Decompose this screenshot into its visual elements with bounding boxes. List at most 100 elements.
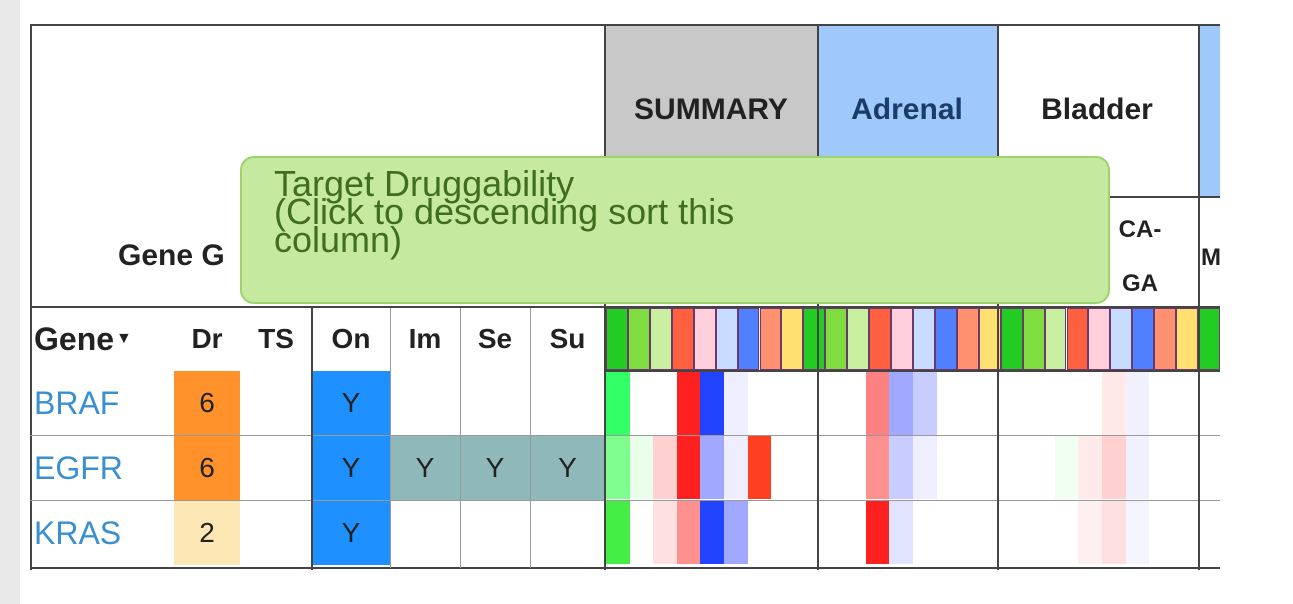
heatmap-cell (653, 500, 677, 564)
heatmap-cell (724, 500, 748, 564)
dr-cell-bg-2 (174, 501, 240, 565)
row-line-1 (30, 435, 1220, 436)
gene-name[interactable]: EGFR (34, 449, 123, 486)
heatmap-cell (724, 435, 748, 500)
gene-column-header[interactable]: Gene ▼ (34, 308, 174, 370)
adrenal-header[interactable]: Adrenal (851, 93, 963, 126)
heatmap-cell (653, 435, 677, 500)
adrenal-header-bg (817, 26, 997, 158)
color-key-swatch (978, 308, 1001, 370)
color-key-swatch (934, 308, 957, 370)
gene-link-kras[interactable]: KRAS (34, 501, 174, 565)
dr-column-header[interactable]: Dr (191, 323, 223, 354)
color-key-swatch (781, 308, 804, 370)
color-key-swatch (825, 308, 848, 370)
summary-header[interactable]: SUMMARY (634, 93, 788, 126)
color-key-swatch (1176, 308, 1199, 370)
on-cell-bg-0 (312, 371, 390, 435)
on-cell-bg-2 (312, 501, 390, 565)
summary-header-bg (605, 26, 817, 158)
dr-cell-bg-1 (174, 436, 240, 500)
color-key-swatch (956, 308, 979, 370)
im-cell: Y (415, 452, 435, 483)
color-key-swatch (891, 308, 913, 370)
heatmap-cell (865, 435, 890, 500)
heatmap-cell (1078, 435, 1102, 500)
heatmap-cell (1078, 500, 1102, 564)
su-column-header[interactable]: Su (549, 323, 586, 354)
heatmap-cell (606, 500, 630, 564)
dr-cell: 6 (199, 387, 215, 418)
dr-cell-bg-0 (174, 371, 240, 435)
color-key-swatch (913, 308, 935, 370)
table-bottom-border (30, 567, 1220, 569)
color-key-swatch (1000, 308, 1023, 370)
table-top-border (30, 24, 1220, 26)
su-cell (530, 501, 605, 565)
heatmap-cell (606, 371, 630, 435)
color-key-swatch (606, 308, 628, 370)
color-key-swatch (671, 308, 694, 370)
tooltip-line-1: Target Druggability (274, 163, 575, 204)
heatmap-cell (889, 371, 913, 435)
next-tissue-header-bg (1200, 26, 1220, 196)
color-key-swatch (1154, 308, 1177, 370)
heatmap-cell (865, 371, 890, 435)
color-key-swatch (627, 308, 650, 370)
dr-cell: 2 (199, 517, 215, 548)
se-cell (460, 501, 530, 565)
heatmap-cell (606, 435, 630, 500)
ts-cell (240, 436, 312, 500)
tissue-color-strip (606, 308, 1220, 370)
se-cell (460, 371, 530, 435)
heatmap-cell (1101, 371, 1126, 435)
gene-column-label: Gene (34, 320, 115, 357)
im-column-header[interactable]: Im (408, 323, 442, 354)
vline-su-left (530, 308, 531, 568)
heatmap-cell (1125, 371, 1150, 435)
gene-link-braf[interactable]: BRAF (34, 371, 174, 435)
heatmap-cell (1101, 500, 1126, 564)
heatmap-cell (1101, 435, 1126, 500)
heatmap-cell (1125, 435, 1150, 500)
se-cell: Y (485, 452, 505, 483)
subtype-header-m: M (1201, 244, 1221, 271)
subtype-header-a: CA- (1118, 216, 1162, 243)
ts-cell (240, 501, 312, 565)
color-key-swatch (715, 308, 738, 370)
gene-name[interactable]: KRAS (34, 514, 122, 551)
bladder-header[interactable]: Bladder (1041, 93, 1153, 126)
sort-down-icon: ▼ (116, 330, 132, 347)
on-cell: Y (341, 517, 361, 548)
se-column-header[interactable]: Se (477, 323, 513, 354)
color-key-swatch (737, 308, 760, 370)
tooltip-line-2: (Click to descending sort this (274, 191, 735, 232)
heatmap-cell (700, 500, 725, 564)
gene-name[interactable]: BRAF (34, 384, 120, 421)
color-key-swatch (847, 308, 870, 370)
heatmap-cell (676, 371, 701, 435)
colhead-bottom-line (605, 370, 1220, 372)
dr-cell: 6 (199, 452, 215, 483)
color-key-swatch (869, 308, 892, 370)
color-key-swatch (1110, 308, 1133, 370)
color-key-swatch (1198, 308, 1220, 370)
row-line-2 (30, 500, 1220, 501)
vline-next-left (1198, 24, 1200, 570)
heatmap-cell (1054, 435, 1079, 500)
color-key-swatch (1088, 308, 1111, 370)
on-cell: Y (341, 452, 361, 483)
color-key-swatch (1066, 308, 1089, 370)
heatmap-cell (676, 435, 701, 500)
ts-column-header[interactable]: TS (258, 323, 294, 354)
tooltip-line-3: column) (274, 219, 403, 260)
ts-cell (240, 371, 312, 435)
color-key-swatch (803, 308, 826, 370)
on-column-header[interactable]: On (331, 323, 371, 354)
color-key-swatch (1044, 308, 1067, 370)
color-key-swatch (1022, 308, 1045, 370)
gene-link-egfr[interactable]: EGFR (34, 436, 174, 500)
table-left-border (30, 24, 32, 570)
vline-se-left (460, 308, 461, 568)
on-cell-bg-1 (312, 436, 390, 500)
